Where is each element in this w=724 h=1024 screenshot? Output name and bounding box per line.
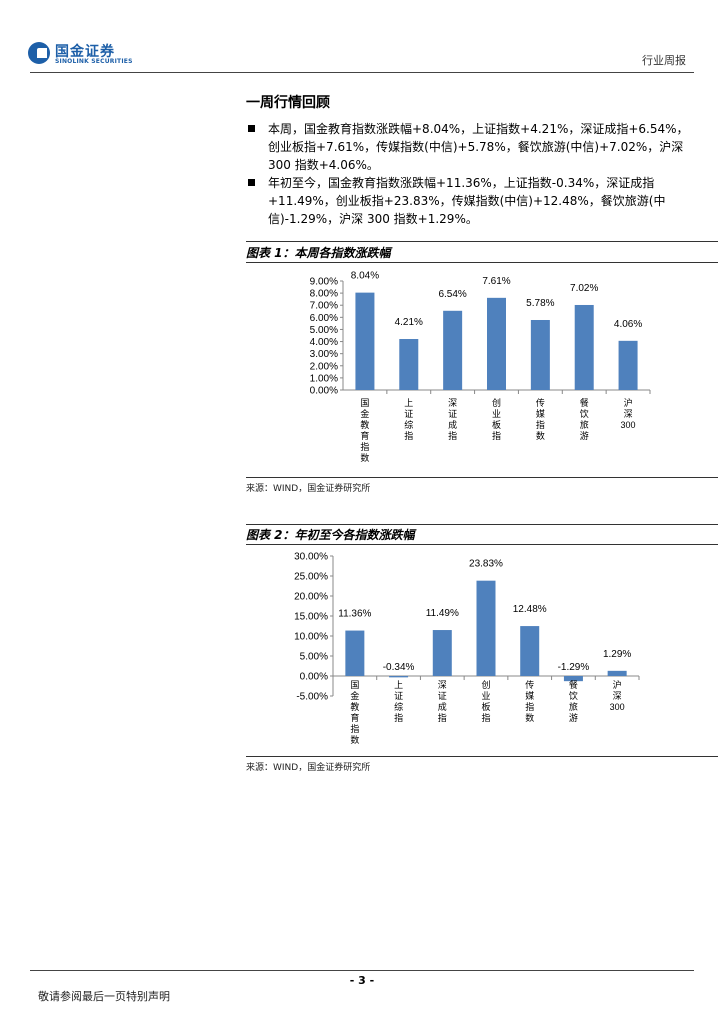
bullet-list: 本周，国金教育指数涨跌幅+8.04%，上证指数+4.21%，深证成指+6.54%… xyxy=(246,120,694,228)
logo-subtext: SINOLINK SECURITIES xyxy=(55,58,133,65)
y-tick-label: 15.00% xyxy=(294,612,328,623)
bar xyxy=(530,319,550,390)
bar xyxy=(563,676,583,682)
figure1-title-rule xyxy=(246,262,718,263)
bullet-item: 年初至今，国金教育指数涨跌幅+11.36%，上证指数-0.34%，深证成指+11… xyxy=(246,174,694,228)
category-label: 深证成指 xyxy=(438,680,447,723)
figure2-title: 图表 2：年初至今各指数涨跌幅 xyxy=(246,528,415,542)
y-tick-label: 9.00% xyxy=(310,277,338,288)
data-label: 5.78% xyxy=(526,298,554,309)
y-tick-label: 10.00% xyxy=(294,632,328,643)
footer-divider xyxy=(30,970,694,971)
category-label: 上证综指 xyxy=(394,680,403,723)
category-label: 沪深 300 xyxy=(621,397,636,430)
category-label: 国金教育指数 xyxy=(360,398,369,463)
y-tick-label: -5.00% xyxy=(296,692,328,703)
y-tick-label: 3.00% xyxy=(310,349,338,360)
y-tick-label: 4.00% xyxy=(310,337,338,348)
category-label: 传媒指数 xyxy=(536,397,545,441)
bar xyxy=(432,630,452,676)
figure2-bottom-rule xyxy=(246,756,718,757)
figure1-bottom-rule xyxy=(246,477,718,478)
y-tick-label: 7.00% xyxy=(310,301,338,312)
y-tick-label: 2.00% xyxy=(310,361,338,372)
figure1-top-rule xyxy=(246,241,718,242)
header-divider xyxy=(30,72,694,73)
bar xyxy=(607,670,627,676)
bar xyxy=(574,304,594,390)
y-tick-label: 5.00% xyxy=(300,652,328,663)
y-tick-label: 6.00% xyxy=(310,313,338,324)
bar xyxy=(487,297,506,390)
figure1-source: 来源：WIND，国金证券研究所 xyxy=(246,484,371,494)
y-tick-label: 8.00% xyxy=(310,289,338,300)
category-label: 传媒指数 xyxy=(525,679,534,723)
y-tick-label: 20.00% xyxy=(294,592,328,603)
bar xyxy=(618,340,638,390)
page-number: - 3 - xyxy=(349,974,375,987)
data-label: 4.21% xyxy=(395,317,423,328)
data-label: 1.29% xyxy=(603,649,631,660)
category-label: 沪深 300 xyxy=(610,679,625,712)
figure2-title-rule xyxy=(246,544,718,545)
y-tick-label: 5.00% xyxy=(310,325,338,336)
section-title: 一周行情回顾 xyxy=(246,95,330,111)
chart-2: 30.00% 25.00% 20.00% 15.00% 10.00% 5.00% 0.00%… xyxy=(294,552,640,745)
data-label: 7.02% xyxy=(570,283,598,294)
report-type: 行业周报 xyxy=(642,54,686,67)
y-tick-label: 1.00% xyxy=(310,373,338,384)
bullet-item: 本周，国金教育指数涨跌幅+8.04%，上证指数+4.21%，深证成指+6.54%… xyxy=(246,120,694,174)
category-label: 餐饮旅游 xyxy=(569,679,578,723)
data-label: 23.83% xyxy=(469,559,503,570)
footer-disclaimer: 敬请参阅最后一页特别声明 xyxy=(38,990,170,1003)
figure2-source: 来源：WIND，国金证券研究所 xyxy=(246,763,371,773)
bar xyxy=(520,626,540,676)
figure1-title: 图表 1：本周各指数涨跌幅 xyxy=(246,246,391,260)
category-label: 餐饮旅游 xyxy=(580,397,589,441)
data-label: -1.29% xyxy=(558,662,590,673)
logo-text: 国金证券 xyxy=(55,44,115,60)
category-label: 创业板指 xyxy=(481,679,490,723)
data-label: 6.54% xyxy=(438,289,466,300)
bar xyxy=(355,292,375,390)
figure2-top-rule xyxy=(246,524,718,525)
chart-1: 9.00%8.00%7.00%6.00%5.00%4.00%3.00%2.00%… xyxy=(310,271,651,463)
y-tick-label: 0.00% xyxy=(300,672,328,683)
category-label: 国金教育指数 xyxy=(350,680,359,745)
bar xyxy=(399,339,419,390)
category-label: 上证综指 xyxy=(404,398,413,441)
data-label: -0.34% xyxy=(383,662,415,673)
data-label: 11.36% xyxy=(338,609,371,620)
bar xyxy=(345,630,365,676)
bar xyxy=(476,580,496,676)
bar xyxy=(443,310,463,390)
category-label: 创业板指 xyxy=(492,397,501,441)
logo-icon xyxy=(28,42,50,64)
bar xyxy=(389,676,409,678)
y-tick-label: 30.00% xyxy=(294,552,328,563)
category-label: 深证成指 xyxy=(448,398,457,441)
y-tick-label: 0.00% xyxy=(310,386,338,397)
y-tick-label: 25.00% xyxy=(294,572,328,583)
data-label: 11.49% xyxy=(426,608,459,619)
data-label: 7.61% xyxy=(482,276,510,287)
data-label: 8.04% xyxy=(351,271,379,282)
data-label: 4.06% xyxy=(614,319,642,330)
data-label: 12.48% xyxy=(513,604,547,615)
